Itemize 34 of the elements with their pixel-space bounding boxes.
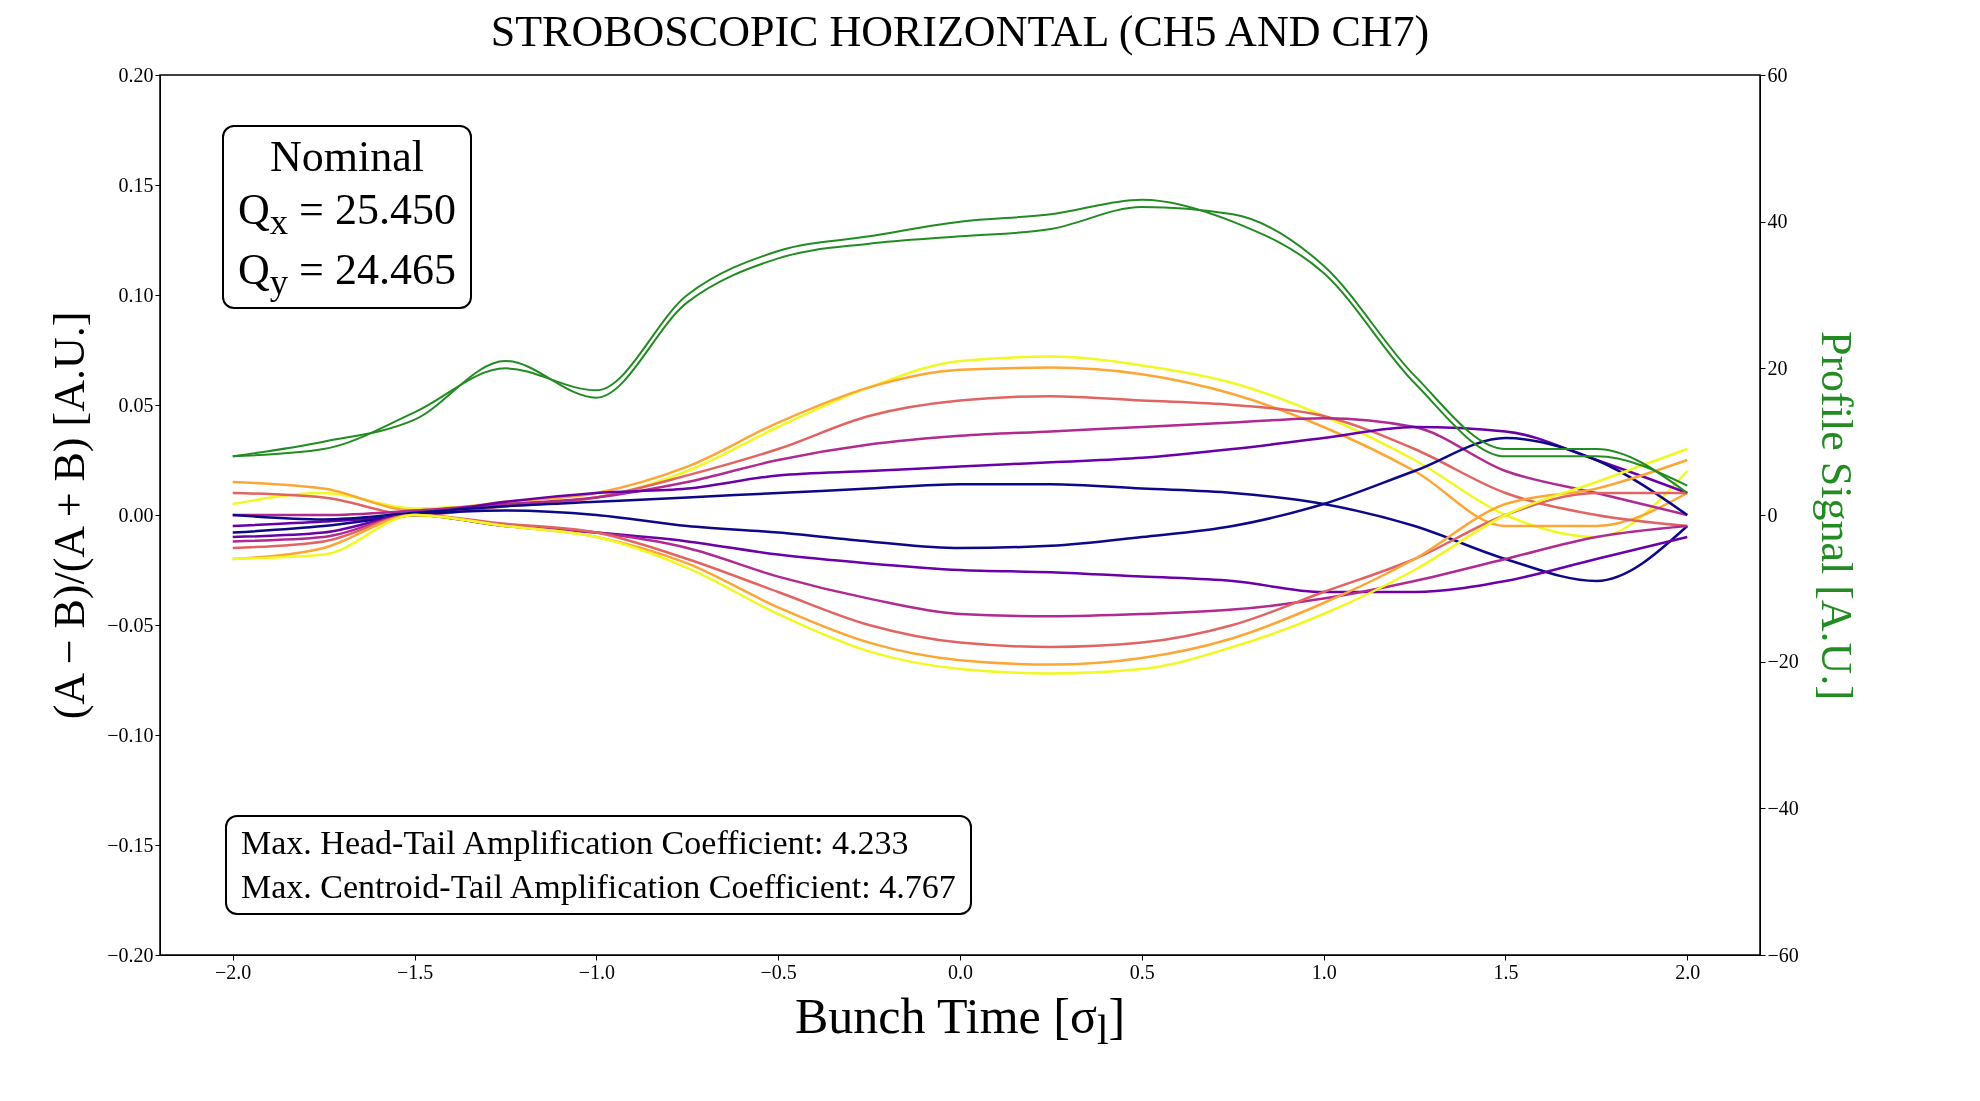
x-tick-label: −0.5 <box>760 960 797 983</box>
y-tick-label: 0.10 <box>118 283 154 306</box>
annotation: Nominal <box>268 131 425 183</box>
x-tick-label: 1.5 <box>1493 960 1519 983</box>
x-axis-title: Bunch Time [σ$_{l}$] <box>793 988 1127 1053</box>
annotation: Q$_{x}$ = 25.450 <box>238 183 456 244</box>
x-tick-label: 1.0 <box>1311 960 1337 983</box>
y-axis-title: (A − B)/(A + B) [A.U.] <box>45 311 95 720</box>
y-tick-label: 0.20 <box>118 63 154 86</box>
y-tick-label: −0.05 <box>107 613 154 636</box>
annotation: Q$_{y}$ = 24.465 <box>238 243 456 304</box>
chart-title: STROBOSCOPIC HORIZONTAL (CH5 AND CH7) <box>490 7 1430 56</box>
y2-tick-label: 0 <box>1767 503 1778 526</box>
y2-tick-label: 60 <box>1767 63 1788 86</box>
y2-tick-label: −60 <box>1767 943 1799 966</box>
y2-tick-label: 40 <box>1767 210 1788 233</box>
y2-tick-label: 20 <box>1767 356 1788 379</box>
y-tick-label: −0.10 <box>107 723 154 746</box>
y2-tick-label: −40 <box>1767 796 1799 819</box>
x-tick-label: 0.0 <box>948 960 973 983</box>
x-tick-label: 0.5 <box>1129 960 1155 983</box>
annotation: Max. Head-Tail Amplification Coefficient: 4.233 <box>241 823 910 863</box>
y-tick-label: −0.15 <box>107 833 154 856</box>
y-tick-label: 0.00 <box>118 503 154 526</box>
x-tick-label: 2.0 <box>1675 960 1701 983</box>
y-tick-label: 0.05 <box>118 393 154 416</box>
y2-axis-title: Profile Signal [A.U.] <box>1811 330 1861 701</box>
x-tick-label: −1.0 <box>578 960 615 983</box>
y2-tick-label: −20 <box>1767 650 1799 673</box>
x-tick-label: −1.5 <box>396 960 434 983</box>
y-tick-label: 0.15 <box>118 173 154 196</box>
y-tick-label: −0.20 <box>107 943 154 966</box>
annotation: Max. Centroid-Tail Amplification Coefficient: 4.767 <box>241 867 956 908</box>
x-tick-label: −2.0 <box>215 960 252 983</box>
